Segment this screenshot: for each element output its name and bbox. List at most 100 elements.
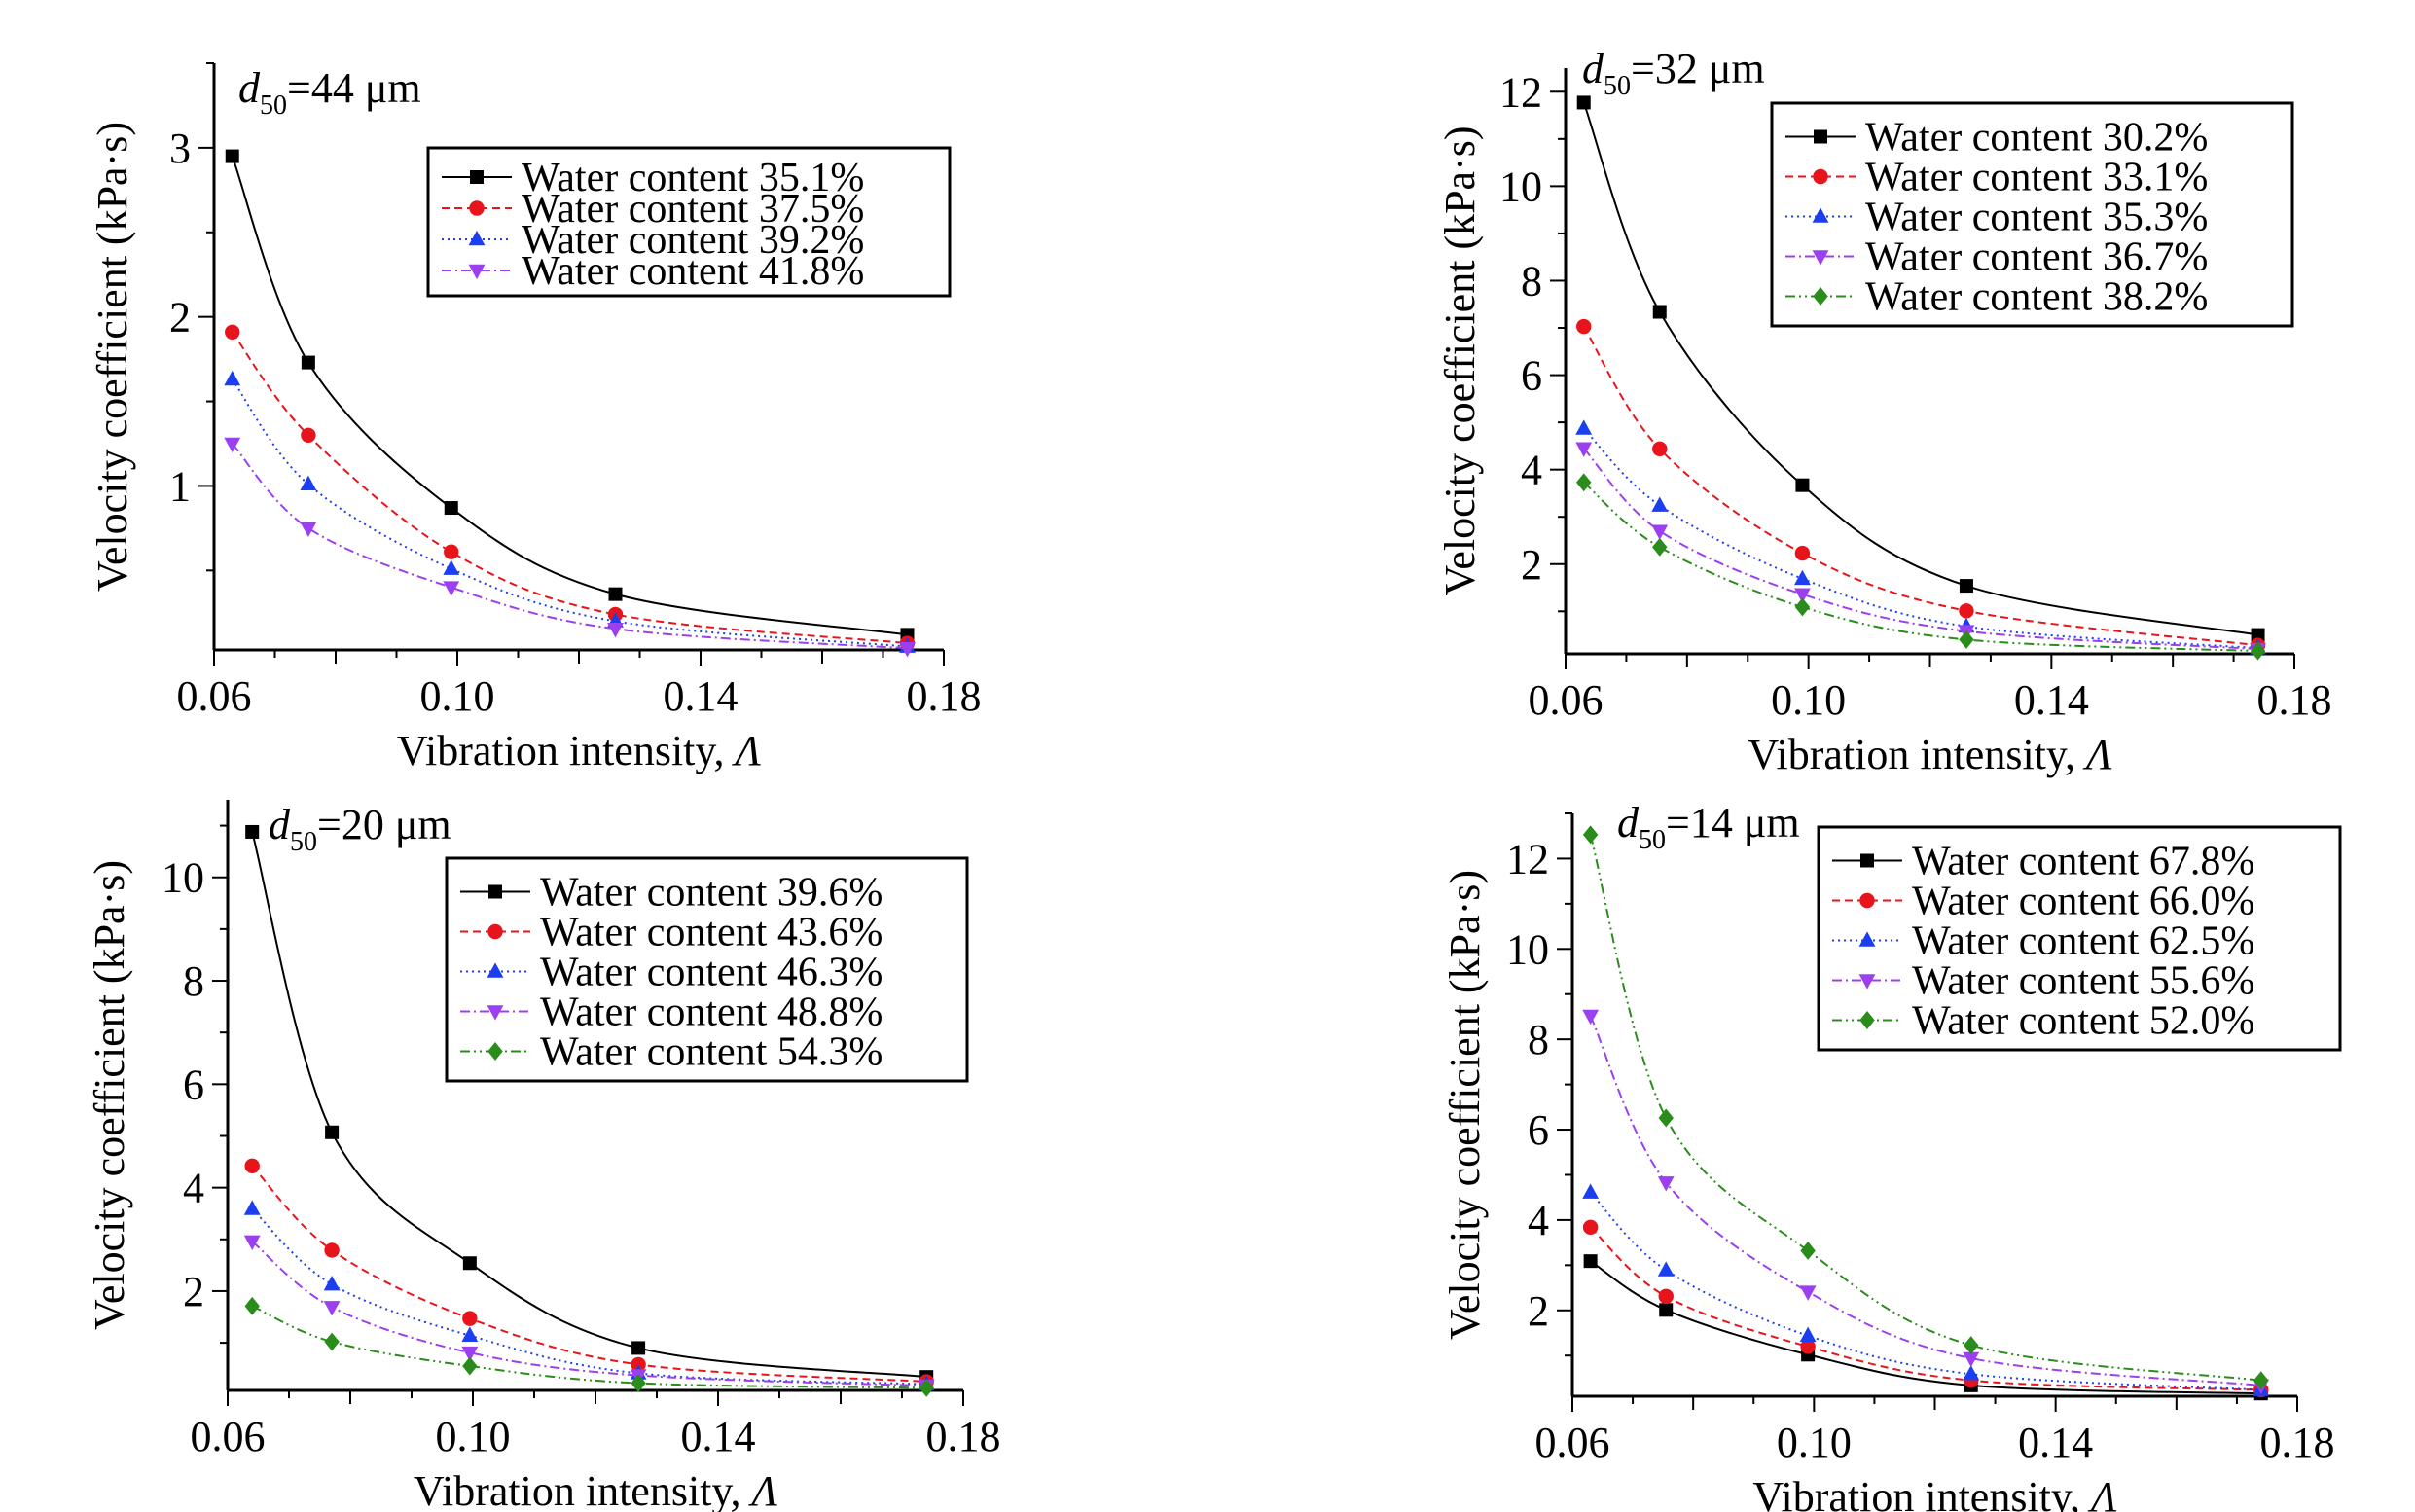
x-tick-label: 0.06 — [177, 672, 252, 720]
series-line — [251, 1165, 927, 1383]
legend-label: Water content 41.8% — [522, 249, 864, 294]
data-point-triangle-up — [443, 559, 460, 575]
legend-label: Water content 48.8% — [540, 990, 883, 1035]
data-point-triangle-down — [1657, 1176, 1675, 1192]
series-line — [1583, 427, 2258, 650]
legend-marker-square — [470, 170, 484, 184]
x-tick-label: 0.18 — [2260, 1419, 2335, 1466]
legend-box — [426, 146, 952, 298]
y-tick-label: 4 — [1528, 1197, 1549, 1244]
legend-item: Water content 33.1% — [1785, 156, 2208, 200]
data-point-triangle-down — [1794, 588, 1811, 603]
data-point-diamond — [1794, 597, 1811, 617]
x-axis-title-text: Vibration intensity, — [1752, 1473, 2091, 1512]
legend: Water content 39.6%Water content 43.6%Wa… — [445, 856, 969, 1083]
series-line — [251, 1207, 927, 1386]
series-line — [1590, 1260, 2261, 1395]
series-line — [251, 1241, 927, 1387]
series-line — [1589, 1015, 2261, 1386]
legend: Water content 35.1%Water content 37.5%Wa… — [426, 146, 952, 298]
data-point-square — [225, 149, 239, 163]
series-46.3 — [243, 1200, 935, 1390]
data-point-triangle-up — [224, 370, 241, 386]
data-point-circle — [244, 1158, 260, 1174]
series-line — [251, 1305, 927, 1389]
legend-label: Water content 43.6% — [540, 911, 883, 955]
legend-box — [445, 856, 969, 1083]
legend-label: Water content 39.2% — [522, 218, 864, 263]
legend-marker-square — [1814, 129, 1827, 144]
legend-marker-circle — [487, 923, 503, 940]
data-point-diamond — [324, 1332, 340, 1351]
data-point-triangle-down — [1799, 1285, 1817, 1301]
legend-marker-diamond — [1859, 1011, 1875, 1029]
legend: Water content 67.8%Water content 66.0%Wa… — [1817, 825, 2342, 1052]
data-point-triangle-up — [1575, 419, 1593, 435]
x-tick-label: 0.10 — [420, 672, 495, 720]
data-point-circle — [301, 427, 316, 444]
panel-title-sub: 50 — [1639, 825, 1666, 855]
series-37.5 — [225, 324, 916, 651]
data-point-diamond — [919, 1378, 934, 1397]
y-axis-title: Velocity coefficient (kPa·s) — [89, 122, 136, 592]
legend-label: Water content 35.1% — [522, 156, 864, 200]
x-tick-label: 0.10 — [436, 1413, 511, 1460]
legend-item: Water content 38.2% — [1785, 275, 2208, 320]
panel-title-var: d — [1582, 45, 1604, 92]
legend-item: Water content 66.0% — [1832, 880, 2254, 924]
data-point-square — [1959, 579, 1973, 594]
data-point-square — [1795, 478, 1810, 492]
x-tick-label: 0.10 — [1777, 1419, 1852, 1466]
y-tick-label: 4 — [183, 1165, 204, 1212]
y-tick-label: 2 — [1521, 541, 1542, 589]
x-axis-title: Vibration intensity, Λ — [414, 1467, 778, 1512]
legend-item: Water content 62.5% — [1832, 919, 2254, 964]
series-36.7 — [1575, 442, 2266, 659]
legend-marker-diamond — [1813, 287, 1828, 306]
panel-title: d50=14 μm — [1617, 799, 1800, 855]
x-axis-title-symbol: Λ — [748, 1467, 778, 1512]
data-point-triangle-up — [1799, 1326, 1817, 1343]
x-axis-title-text: Vibration intensity, — [414, 1467, 752, 1512]
legend-label: Water content 46.3% — [540, 951, 883, 995]
legend-item: Water content 39.2% — [442, 218, 864, 263]
y-tick-label: 10 — [1506, 925, 1549, 973]
y-tick-label: 12 — [1506, 835, 1549, 882]
data-point-triangle-down — [899, 641, 916, 658]
legend-marker-circle — [1859, 892, 1875, 909]
x-tick-label: 0.06 — [1535, 1419, 1610, 1466]
y-axis-title: Velocity coefficient (kPa·s) — [1436, 126, 1484, 595]
data-point-triangle-down — [1651, 524, 1669, 540]
data-point-square — [325, 1125, 340, 1139]
data-point-triangle-down — [224, 437, 241, 453]
legend-marker-circle — [469, 200, 485, 216]
x-tick-label: 0.18 — [926, 1413, 1001, 1460]
legend-item: Water content 55.6% — [1832, 959, 2254, 1004]
panel-title: d50=20 μm — [269, 801, 451, 857]
legend-item: Water content 30.2% — [1785, 116, 2208, 161]
data-point-circle — [324, 1242, 340, 1258]
legend-item: Water content 35.3% — [1785, 196, 2208, 240]
data-point-triangle-down — [443, 581, 460, 596]
data-point-square — [2251, 628, 2265, 642]
data-point-diamond — [2250, 641, 2266, 661]
series-line — [231, 331, 908, 645]
x-tick-label: 0.14 — [2014, 676, 2089, 724]
y-tick-label: 8 — [1521, 257, 1542, 305]
series-30.2 — [1576, 95, 2265, 642]
legend-marker-triangle-up — [468, 230, 486, 246]
data-point-square — [245, 824, 260, 839]
data-point-triangle-down — [1582, 1009, 1600, 1026]
data-point-circle — [1652, 441, 1668, 456]
data-point-diamond — [1652, 537, 1668, 557]
x-axis-title: Vibration intensity, Λ — [1748, 731, 2112, 778]
series-41.8 — [224, 437, 916, 658]
x-tick-label: 0.14 — [664, 672, 739, 720]
legend-marker-circle — [1813, 168, 1828, 185]
data-point-triangle-up — [1651, 496, 1669, 512]
y-tick-label: 1 — [169, 462, 191, 510]
data-point-triangle-up — [461, 1326, 479, 1342]
legend-marker-triangle-down — [1858, 974, 1876, 990]
data-point-circle — [1800, 1339, 1816, 1354]
legend-label: Water content 38.2% — [1865, 275, 2208, 320]
